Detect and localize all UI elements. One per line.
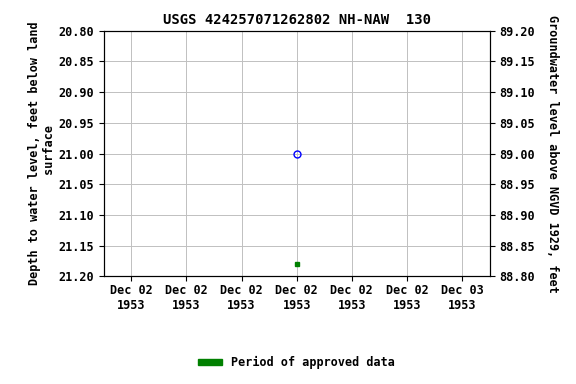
Legend: Period of approved data: Period of approved data [194, 351, 400, 374]
Y-axis label: Depth to water level, feet below land
 surface: Depth to water level, feet below land su… [28, 22, 55, 285]
Y-axis label: Groundwater level above NGVD 1929, feet: Groundwater level above NGVD 1929, feet [546, 15, 559, 293]
Title: USGS 424257071262802 NH-NAW  130: USGS 424257071262802 NH-NAW 130 [162, 13, 431, 27]
